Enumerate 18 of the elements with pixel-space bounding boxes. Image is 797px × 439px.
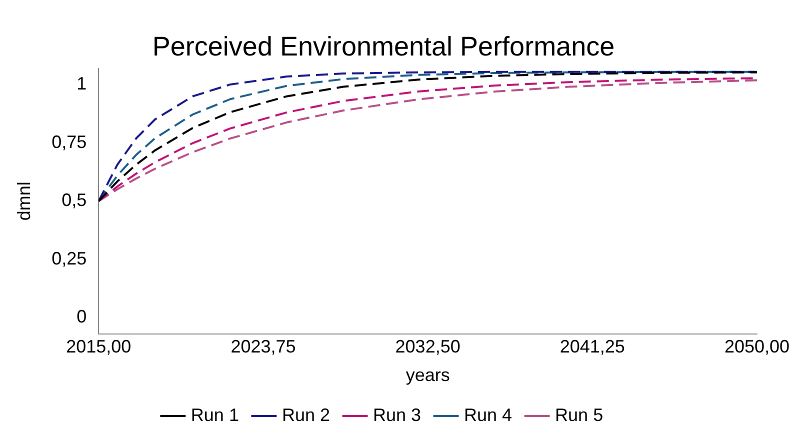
legend-label: Run 4 [464,404,512,425]
legend-label: Run 3 [372,404,422,425]
legend-label: Run 5 [555,404,604,425]
x-tick-label: 2032,50 [395,336,460,357]
y-tick-label: 0,5 [62,190,87,210]
x-tick-label: 2041,25 [560,336,625,357]
y-tick-label: 0 [76,306,87,326]
x-tick-label: 2023,75 [230,336,296,357]
x-tick-label: 2050,00 [724,336,790,357]
chart-title: Perceived Environmental Performance [152,32,615,62]
legend-label: Run 1 [190,404,239,425]
legend-label: Run 2 [282,404,330,425]
y-tick-label: 1 [76,74,87,94]
x-axis-title: years [406,365,450,386]
x-tick-label: 2015,00 [66,336,132,357]
y-axis-title: dmnl [14,182,34,221]
y-tick-label: 0,25 [52,248,87,268]
y-tick-label: 0,75 [52,132,87,152]
